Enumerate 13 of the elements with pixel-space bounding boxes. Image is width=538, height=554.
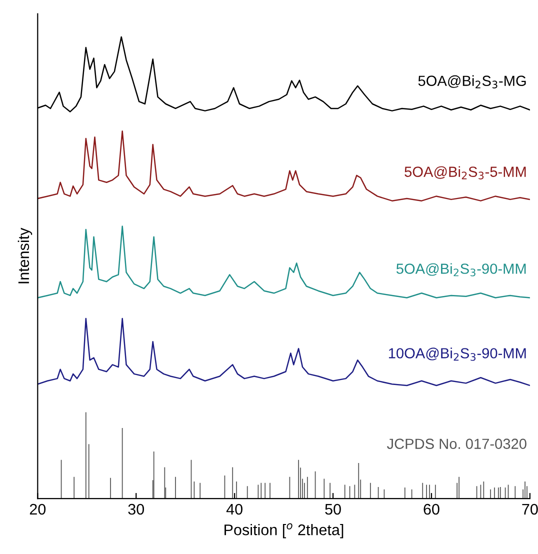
series-label: 5OA@Bi$_{2}$S$_{3}$-90-MM [396,263,526,276]
x-tick-label: 30 [128,504,144,515]
x-tick-label: 50 [325,504,341,515]
x-tick-label: 20 [30,504,46,515]
series-label: 5OA@Bi$_{2}$S$_{3}$-MG [418,75,526,88]
x-tick-label: 40 [226,504,242,515]
x-axis-title: Position [$^{o}$ 2theta] [224,523,344,538]
y-axis-title: Intensity [18,228,32,284]
x-tick-label: 60 [424,504,440,515]
text: JCPDS No. 017-0320 [386,438,526,449]
series-label: 5OA@Bi$_{2}$S$_{3}$-5-MM [404,166,526,180]
x-tick-label: 70 [522,504,538,515]
series-label: 10OA@Bi$_{2}$S$_{3}$-90-MM [388,348,526,361]
